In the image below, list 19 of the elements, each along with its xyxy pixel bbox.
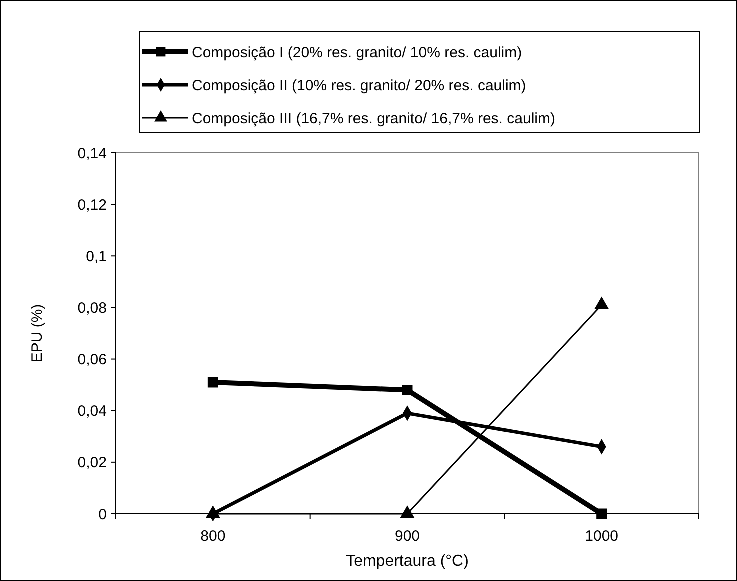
y-tick-label: 0,08 (78, 300, 107, 317)
point (208, 377, 218, 388)
x-tick-label: 800 (200, 528, 226, 545)
y-tick-label: 0,04 (78, 403, 107, 420)
y-tick-label: 0,06 (78, 352, 107, 369)
point (402, 384, 413, 396)
y-tick-label: 0,12 (78, 196, 107, 214)
legend-label: Composição III (16,7% res. granito/ 16,7% res. caulim) (192, 110, 556, 128)
legend-label: Composição I (20% res. granito/ 10% res. caulim) (192, 44, 522, 62)
y-tick-label: 0 (98, 506, 107, 524)
point (596, 508, 608, 520)
y-axis-title: EPU (%) (29, 304, 46, 363)
y-tick-label: 0,1 (86, 248, 107, 266)
legend-label: Composição II (10% res. granito/ 20% res. caulim) (192, 77, 526, 94)
y-tick-label: 0,02 (78, 454, 107, 472)
x-tick-label: 1000 (585, 528, 619, 545)
y-tick-label: 0,14 (78, 145, 107, 162)
x-axis-title: Tempertaura (°C) (346, 553, 469, 570)
x-tick-label: 900 (394, 528, 420, 545)
